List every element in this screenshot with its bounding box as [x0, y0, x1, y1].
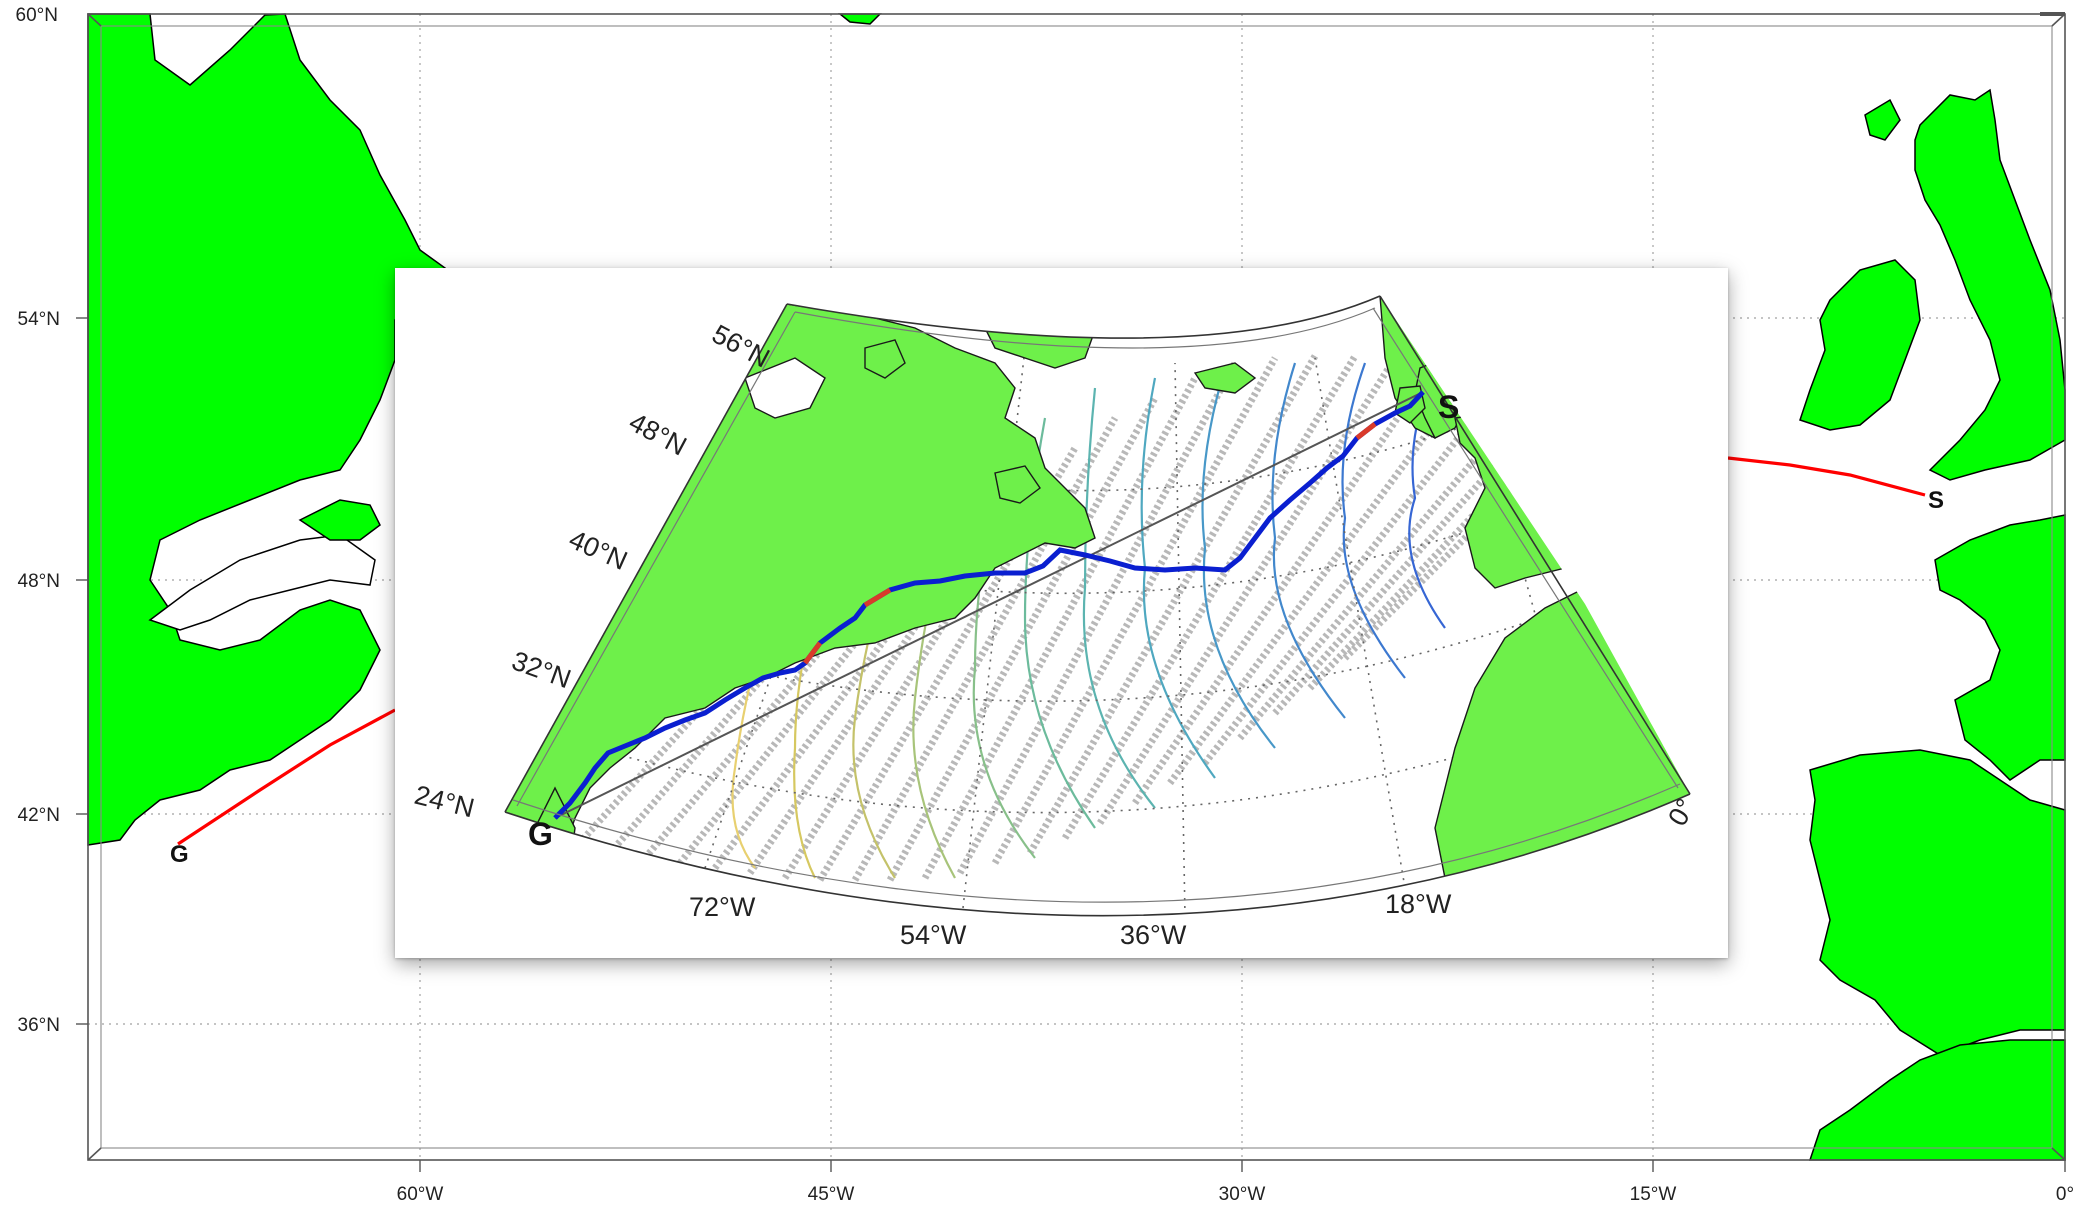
inset-lat-label: 32°N: [508, 645, 575, 694]
inset-lat-label: 24°N: [412, 780, 478, 824]
inset-labrador-island: [864, 339, 906, 379]
base-start-point-label: G: [170, 841, 189, 868]
base-lon-labels: 60°W 45°W 30°W 15°W 0°: [397, 1184, 2074, 1205]
inset-lon-label: 54°W: [900, 920, 967, 950]
france-land: [1934, 514, 2066, 781]
inset-optimal-route: [553, 390, 1425, 820]
base-lon-label: 15°W: [1630, 1184, 1677, 1205]
inset-start-point-label: G: [528, 816, 553, 852]
base-lon-label: 60°W: [397, 1184, 444, 1205]
base-lat-label: 42°N: [18, 805, 60, 826]
british-isles-land: [1914, 88, 2066, 481]
base-lat-label: 60°N: [16, 5, 58, 26]
base-lon-label: 45°W: [808, 1184, 855, 1205]
base-route-line: [177, 708, 396, 846]
north-america-land: [87, 13, 447, 846]
inset-iceland: [1193, 362, 1257, 394]
base-route-line-east: [1727, 456, 1926, 497]
inset-route-highlight: [1355, 422, 1377, 440]
inset-lon-label: 18°W: [1385, 889, 1452, 919]
inset-route-highlight: [863, 587, 892, 608]
inset-lon-label: 36°W: [1120, 920, 1187, 950]
base-frame-ticks: [76, 317, 2066, 1172]
base-lon-label: 0°: [2056, 1184, 2074, 1205]
base-land: [87, 13, 2066, 1161]
inset-lon-label: 72°W: [689, 892, 756, 922]
inset-lon-labels: 72°W 54°W 36°W 18°W 0°: [689, 794, 1701, 950]
base-lat-label: 48°N: [18, 571, 60, 592]
base-end-point-label: S: [1928, 487, 1944, 514]
hebrides: [1864, 98, 1901, 141]
inset-grid-tracks: [572, 354, 1578, 882]
newfoundland-land: [298, 499, 381, 541]
gaspe-peninsula: [148, 534, 376, 631]
inset-lat-label: 48°N: [624, 407, 691, 462]
inset-route-highlight: [803, 641, 822, 665]
inset-newfoundland: [994, 465, 1041, 504]
inset-end-point-label: S: [1438, 389, 1459, 425]
base-lat-label: 54°N: [18, 309, 60, 330]
inset-hudson-bay: [744, 357, 826, 419]
inset-lat-label: 40°N: [565, 524, 632, 576]
base-frame: [87, 12, 2066, 1161]
inset-great-circle-line: [554, 391, 1424, 819]
ireland-land: [1799, 259, 1921, 431]
base-lon-label: 30°W: [1219, 1184, 1266, 1205]
africa-land: [1808, 1039, 2066, 1161]
inset-lat-label: 56°N: [707, 319, 774, 374]
base-lat-labels: 60°N 54°N 48°N 42°N 36°N: [16, 5, 60, 1036]
inset-fan-frame: [504, 295, 1691, 917]
iberia-land: [1809, 749, 2066, 1056]
inset-map-panel: G S 56°N 48°N 40°N 32°N 24°N 72°W 54°W 3…: [395, 268, 1728, 958]
base-lat-label: 36°N: [18, 1015, 60, 1036]
inset-map: G S 56°N 48°N 40°N 32°N 24°N 72°W 54°W 3…: [412, 295, 1701, 950]
greenland-tip: [837, 13, 882, 25]
